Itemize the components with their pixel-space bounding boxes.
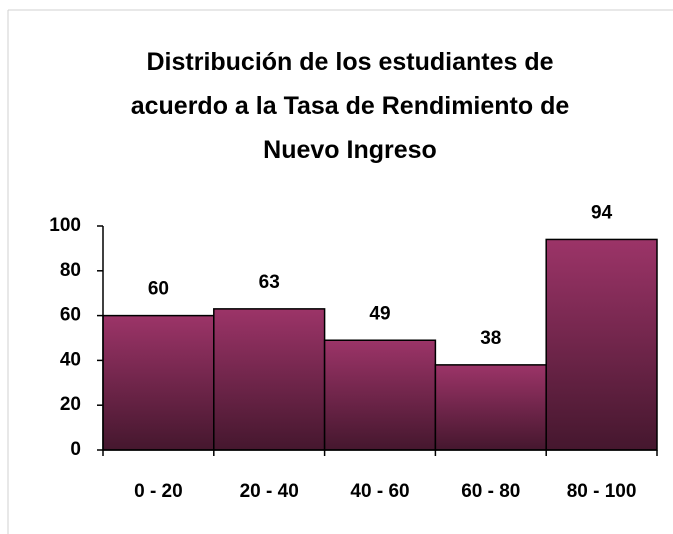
chart-title: Distribución de los estudiantes de acuer…	[130, 48, 570, 164]
y-tick-label: 40	[60, 349, 81, 370]
data-label: 49	[369, 303, 390, 324]
x-tick-label: 60 - 80	[461, 481, 520, 502]
data-label: 94	[591, 202, 613, 223]
x-tick-label: 0 - 20	[134, 481, 183, 502]
y-tick-label: 80	[60, 260, 81, 281]
bar	[545, 238, 658, 451]
x-tick-label: 80 - 100	[567, 481, 637, 502]
data-label: 38	[480, 328, 501, 349]
bar	[434, 364, 547, 451]
bar	[102, 314, 215, 451]
y-tick-label: 60	[60, 305, 81, 326]
y-tick-label: 100	[49, 215, 81, 236]
data-label: 63	[259, 272, 280, 293]
data-label: 60	[148, 279, 169, 300]
bar	[323, 339, 437, 451]
y-tick-label: 0	[70, 439, 81, 460]
x-tick-label: 40 - 60	[350, 481, 409, 502]
bar	[213, 308, 326, 451]
x-tick-label: 20 - 40	[240, 481, 299, 502]
y-tick-label: 20	[60, 394, 81, 415]
